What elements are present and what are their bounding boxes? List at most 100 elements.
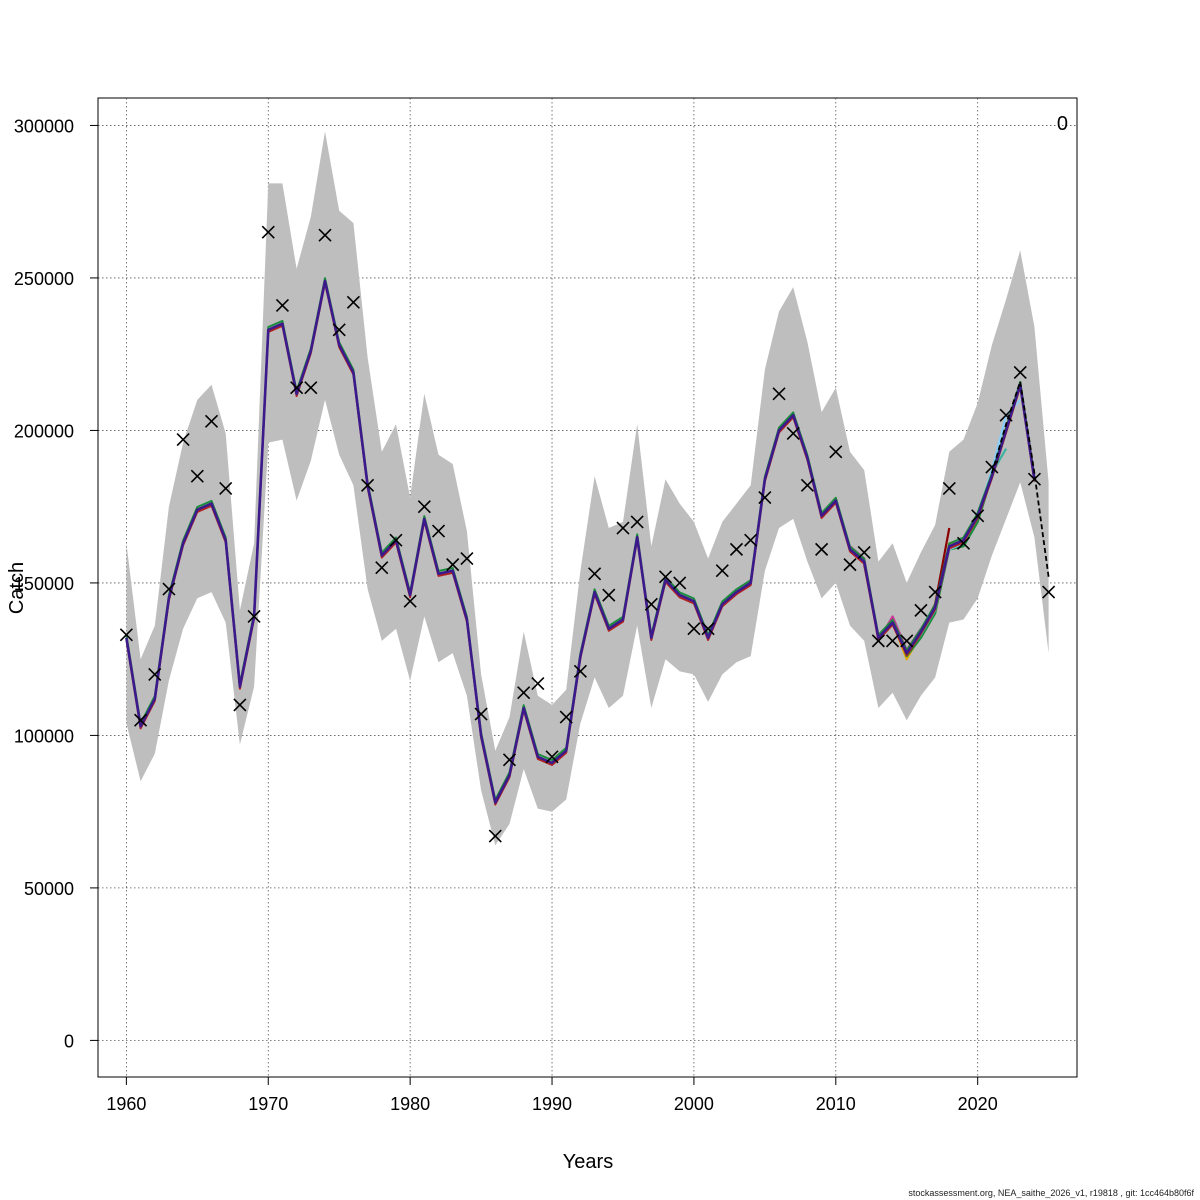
observed-point (375, 561, 389, 575)
observed-point (928, 585, 942, 599)
observed-point-stroke-b (261, 225, 275, 239)
observed-point (843, 558, 857, 572)
observed-point-stroke-b (318, 228, 332, 242)
observed-point-stroke-b (616, 521, 630, 535)
y-tick-label: 300000 (14, 116, 74, 136)
y-tick-label: 150000 (14, 574, 74, 594)
observed-point-stroke-b (729, 542, 744, 556)
observed-point (687, 622, 701, 636)
observed-point (857, 545, 871, 559)
observed-point (162, 582, 176, 596)
observed-point (1042, 585, 1056, 599)
observed-point-stroke-b (1042, 585, 1056, 599)
observed-point (885, 634, 900, 648)
observed-point (403, 594, 417, 608)
observed-point (545, 750, 559, 764)
x-axis-label: Years (563, 1151, 613, 1173)
observed-point (261, 225, 275, 239)
observed-point-stroke-b (772, 387, 786, 401)
observed-point-stroke-b (162, 582, 176, 596)
observed-point-stroke-b (1013, 365, 1027, 380)
x-tick-label: 1970 (248, 1094, 288, 1114)
observed-point-stroke-b (928, 585, 942, 599)
observed-point (304, 381, 318, 395)
x-tick-label: 2000 (674, 1094, 714, 1114)
observed-point (290, 381, 304, 395)
observed-point-stroke-b (290, 381, 304, 395)
observed-point (361, 478, 375, 492)
observed-point-stroke-b (744, 533, 758, 547)
observed-point-stroke-b (758, 490, 772, 505)
observed-point-stroke-b (148, 667, 162, 681)
observed-point-stroke-b (644, 597, 658, 611)
observed-point-stroke-b (800, 478, 814, 492)
observed-point (829, 445, 843, 459)
observed-point (956, 536, 971, 550)
observed-point-stroke-b (999, 408, 1013, 422)
observed-point-stroke-b (304, 381, 318, 395)
observed-point (389, 533, 403, 547)
observed-point-stroke-b (573, 664, 587, 678)
observed-point (588, 567, 602, 581)
y-tick-label: 0 (64, 1031, 74, 1051)
observed-point-stroke-b (488, 829, 502, 843)
observed-point (673, 576, 687, 590)
observed-point (119, 628, 133, 642)
observed-point (871, 634, 885, 648)
observed-point-stroke-b (389, 533, 403, 547)
footer-note: stockassessment.org, NEA_saithe_2026_v1,… (908, 1188, 1194, 1198)
forecast-group (991, 381, 1050, 577)
observed-point-stroke-b (673, 576, 687, 590)
observed-points (119, 225, 1056, 843)
observed-point (446, 558, 460, 572)
observed-point-stroke-b (885, 634, 900, 648)
x-tick-label: 1980 (390, 1094, 430, 1114)
x-axis: 1960 1970 1980 1990 2000 2010 2020 (106, 1077, 998, 1114)
observed-point (630, 515, 644, 529)
observed-point-stroke-b (403, 594, 417, 608)
observed-point (658, 570, 673, 584)
observed-point-stroke-b (871, 634, 885, 648)
observed-point (758, 490, 772, 505)
observed-point-stroke-b (332, 323, 346, 337)
plot-frame (97, 97, 1078, 1078)
observed-point (616, 521, 630, 535)
observed-point (800, 478, 814, 492)
observed-point-stroke-b (829, 445, 843, 459)
observed-point (1013, 365, 1027, 380)
observed-point-stroke-b (247, 609, 261, 624)
observed-point-stroke-b (119, 628, 133, 642)
observed-point (942, 481, 956, 495)
observed-point (900, 634, 914, 648)
observed-point (318, 228, 332, 242)
observed-point (999, 408, 1013, 422)
y-tick-label: 200000 (14, 421, 74, 441)
observed-point (815, 542, 829, 556)
observed-point-stroke-b (446, 558, 460, 572)
observed-point-stroke-b (176, 433, 190, 447)
observed-point (176, 433, 190, 447)
observed-point (474, 707, 488, 721)
observed-point-stroke-b (190, 469, 204, 483)
observed-point-stroke-b (942, 481, 956, 495)
observed-point (573, 664, 587, 678)
observed-point (971, 509, 985, 523)
observed-point (417, 500, 431, 514)
observed-point (204, 414, 219, 428)
observed-point (190, 469, 204, 483)
observed-point (701, 622, 715, 636)
x-tick-label: 1960 (106, 1094, 146, 1114)
observed-point (431, 524, 446, 538)
y-tick-label: 50000 (24, 879, 74, 899)
observed-point (602, 588, 616, 602)
observed-point (772, 387, 786, 401)
observed-point (744, 533, 758, 547)
observed-point (332, 323, 346, 337)
corner-label: 0 (1057, 113, 1068, 135)
observed-point-stroke-b (517, 686, 531, 700)
observed-point (502, 753, 517, 767)
observed-point-stroke-b (1027, 472, 1042, 486)
observed-point (346, 295, 360, 309)
x-tick-label: 2020 (958, 1094, 998, 1114)
observed-point (559, 710, 573, 724)
